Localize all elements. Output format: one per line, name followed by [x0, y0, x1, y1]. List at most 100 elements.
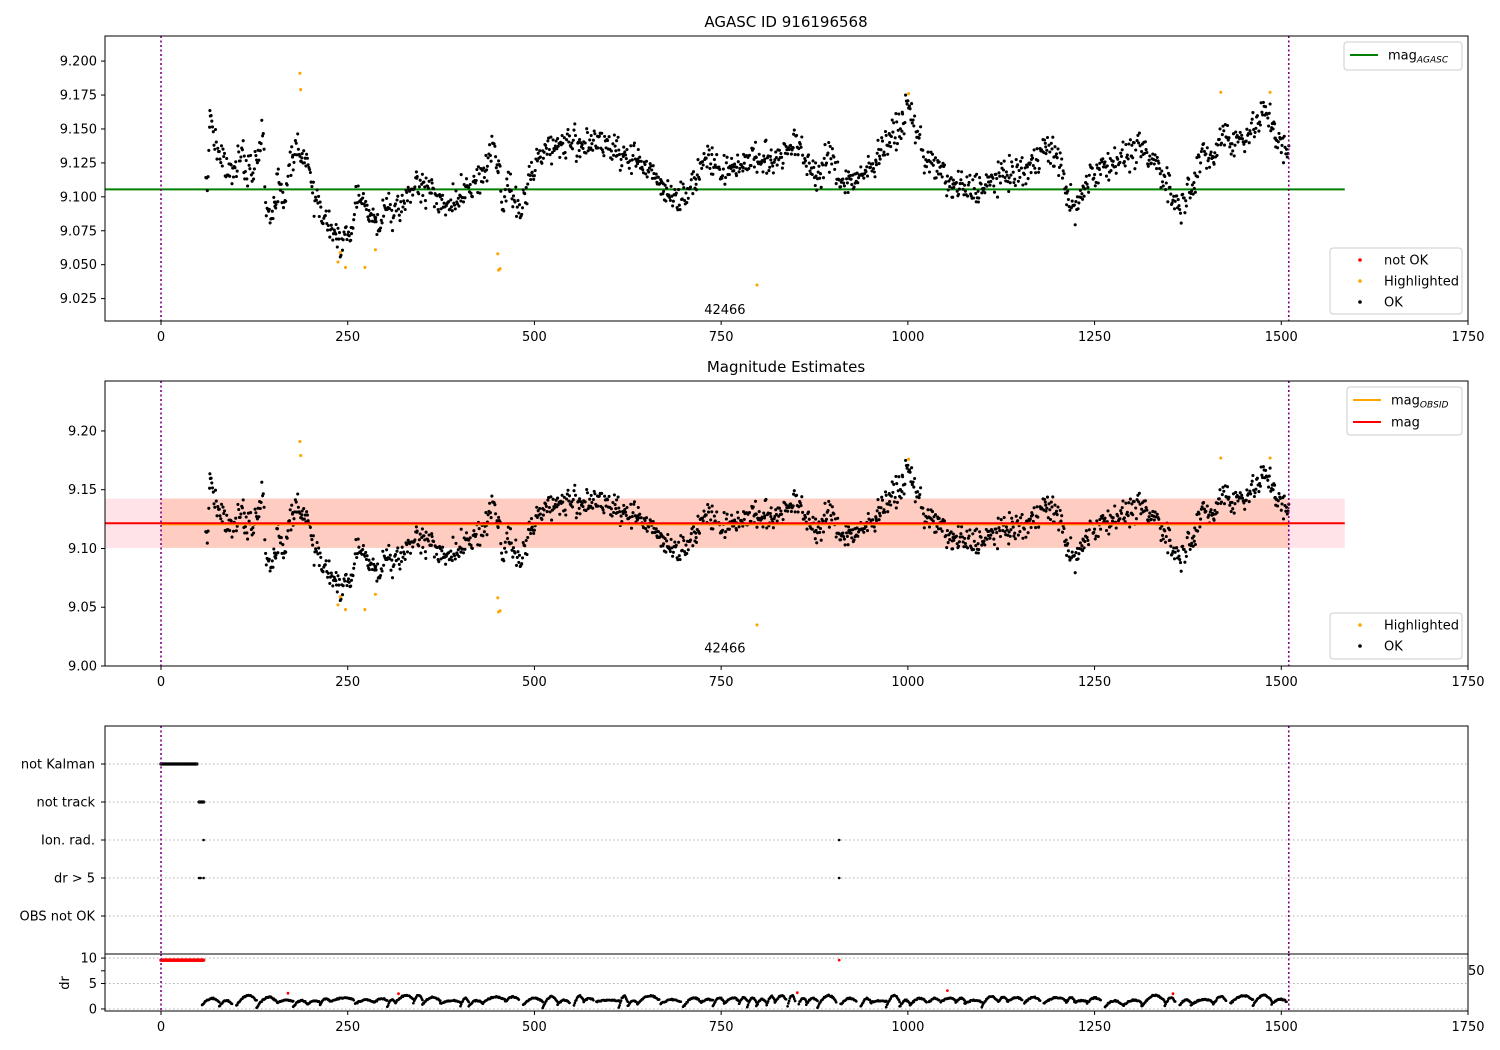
- ok-point: [1253, 491, 1257, 495]
- ok-point: [732, 169, 736, 173]
- ok-point: [442, 552, 446, 556]
- ok-point: [999, 518, 1003, 522]
- ok-point: [1260, 473, 1264, 477]
- ok-point: [600, 148, 604, 152]
- ok-point: [696, 514, 700, 518]
- ok-point: [355, 555, 359, 560]
- flag-point: [837, 876, 841, 880]
- ok-point: [877, 147, 881, 151]
- ok-point: [705, 165, 709, 169]
- ok-point: [721, 528, 725, 532]
- ok-point: [437, 210, 441, 214]
- ok-point: [218, 514, 222, 518]
- ok-point: [444, 213, 448, 217]
- highlighted-point: [336, 260, 340, 264]
- ok-point: [972, 186, 976, 191]
- ok-point: [749, 519, 753, 523]
- ok-point: [1014, 514, 1018, 518]
- ok-point: [1139, 155, 1143, 159]
- ok-point: [957, 540, 961, 544]
- ok-point: [967, 534, 971, 538]
- ok-point: [392, 563, 396, 567]
- dr-point: [573, 1001, 577, 1005]
- ok-point: [290, 145, 294, 149]
- ok-point: [1176, 198, 1180, 202]
- x-tick-label: 0: [157, 330, 165, 345]
- ok-point: [546, 139, 550, 143]
- ok-point: [1043, 141, 1047, 145]
- ok-point: [586, 507, 590, 511]
- ok-point: [397, 213, 401, 217]
- dr-point: [787, 1002, 790, 1005]
- ok-point: [818, 172, 823, 176]
- ok-point: [360, 202, 364, 206]
- ok-point: [937, 160, 941, 164]
- ok-point: [233, 166, 237, 170]
- ok-point: [291, 168, 295, 172]
- ok-point: [1187, 531, 1191, 535]
- ok-point: [553, 144, 557, 148]
- ok-point: [616, 135, 620, 139]
- ok-point: [694, 188, 699, 192]
- ok-point: [361, 192, 365, 196]
- ok-point: [1212, 518, 1216, 522]
- ok-point: [615, 139, 619, 143]
- ok-point: [351, 226, 355, 230]
- ok-point: [814, 517, 818, 521]
- ok-point: [1140, 507, 1144, 511]
- ok-point: [432, 555, 436, 559]
- ok-point: [609, 149, 613, 153]
- ok-point: [357, 193, 361, 197]
- ok-point: [1145, 150, 1149, 155]
- ok-point: [1113, 504, 1117, 508]
- ok-point: [774, 508, 778, 512]
- ok-point: [1188, 196, 1192, 200]
- ok-point: [702, 152, 706, 156]
- ok-point: [793, 510, 797, 514]
- ok-point: [910, 121, 914, 125]
- ok-point: [334, 232, 338, 236]
- ok-point: [624, 153, 628, 157]
- ok-point: [1128, 138, 1132, 142]
- legend-label: not OK: [1384, 254, 1429, 269]
- ok-point: [855, 171, 859, 175]
- ok-point: [749, 164, 753, 168]
- ok-point: [697, 177, 702, 181]
- ok-point: [810, 527, 814, 531]
- ok-point: [1193, 526, 1197, 530]
- dr-point: [792, 997, 796, 1001]
- ok-point: [1220, 493, 1224, 497]
- ok-point: [236, 502, 240, 506]
- ok-point: [1137, 141, 1141, 145]
- ok-point: [879, 506, 883, 510]
- ok-point: [340, 248, 345, 252]
- ok-point: [315, 188, 319, 192]
- ok-point: [1022, 527, 1026, 531]
- panel-4-grid: [105, 957, 1468, 1010]
- ok-point: [965, 529, 969, 533]
- ok-point: [1124, 501, 1128, 505]
- ok-point: [312, 563, 316, 567]
- ok-point: [435, 201, 439, 206]
- ok-point: [791, 146, 795, 150]
- ok-point: [1192, 539, 1196, 543]
- ok-point: [737, 170, 741, 174]
- ok-point: [731, 165, 735, 169]
- flag-point: [195, 762, 199, 766]
- ok-point: [1132, 141, 1136, 145]
- ok-point: [529, 517, 534, 521]
- ok-point: [209, 476, 213, 480]
- ok-point: [342, 230, 346, 234]
- ok-point: [736, 510, 740, 514]
- ok-point: [239, 155, 243, 159]
- ok-point: [475, 167, 479, 172]
- ok-point: [931, 519, 935, 523]
- ok-point: [562, 136, 566, 140]
- ok-point: [729, 166, 733, 170]
- ok-point: [1217, 497, 1221, 501]
- ok-point: [934, 176, 938, 180]
- dr-point: [1251, 998, 1255, 1001]
- ok-point: [1070, 550, 1074, 554]
- ok-point: [245, 177, 249, 181]
